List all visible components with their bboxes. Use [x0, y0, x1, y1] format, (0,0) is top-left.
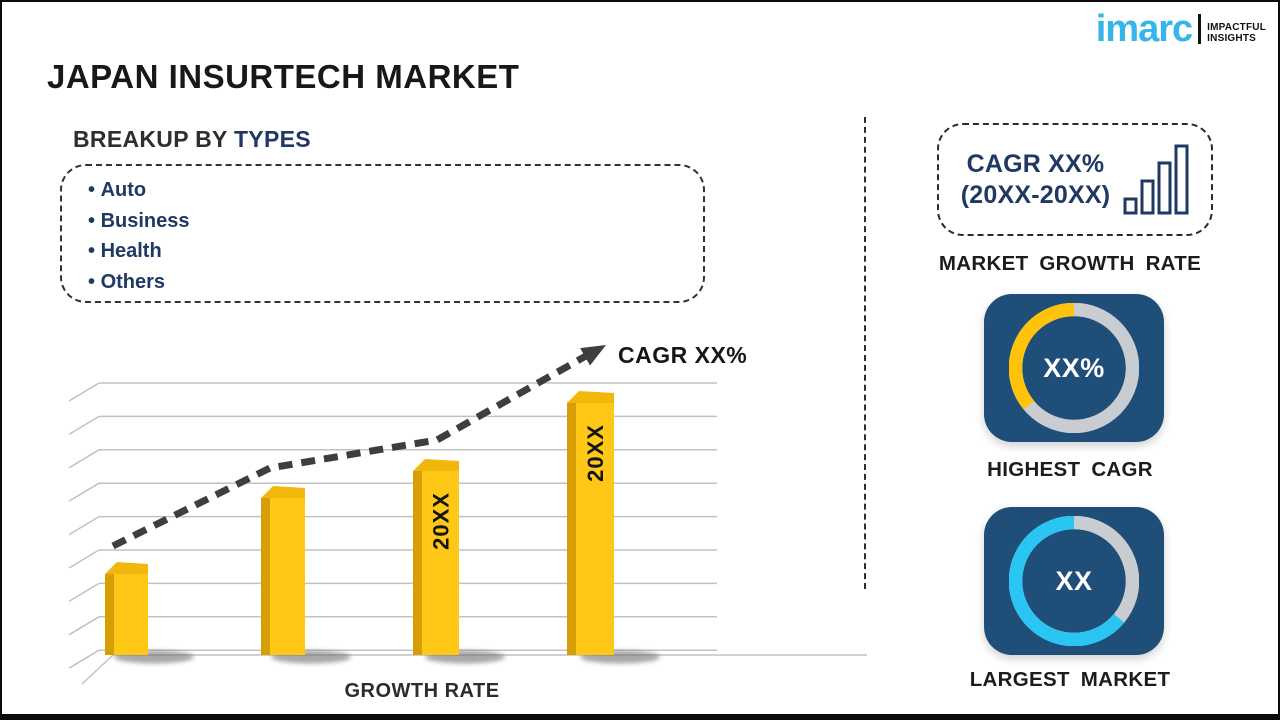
- bar-top-face: [567, 391, 614, 403]
- bar-chart-icon: [1123, 144, 1189, 215]
- chart-x-label: GROWTH RATE: [344, 680, 499, 702]
- bar-side-face: [413, 471, 422, 655]
- bar-side-face: [567, 403, 576, 655]
- cagr-box-text: CAGR XX% (20XX-20XX): [960, 149, 1111, 209]
- bar-top-face: [261, 486, 305, 498]
- highest-cagr-tile: XX%: [984, 294, 1164, 442]
- bar-year-label: 20XX: [429, 492, 454, 550]
- bar-front-face: [422, 471, 459, 655]
- bar-year-label: 20XX: [583, 424, 608, 482]
- breakup-heading-highlight: TYPES: [233, 126, 311, 152]
- donut-chart-yellow: [1009, 303, 1139, 433]
- highest-cagr-value: XX%: [1043, 352, 1105, 383]
- largest-market-value: XX: [1055, 565, 1093, 596]
- largest-market-tile: XX: [984, 507, 1164, 655]
- bar-top-face: [105, 562, 148, 574]
- largest-market-label: LARGEST MARKET: [969, 668, 1171, 691]
- list-item: Health: [88, 236, 703, 267]
- cagr-annotation: CAGR XX%: [618, 342, 747, 368]
- list-item: Others: [88, 267, 703, 298]
- imarc-wordmark: imarc: [1095, 8, 1193, 50]
- types-list: AutoBusinessHealthOthers: [62, 166, 703, 297]
- market-growth-rate-label: MARKET GROWTH RATE: [938, 252, 1202, 275]
- logo-divider: [1198, 14, 1202, 44]
- logo-tagline: IMPACTFUL INSIGHTS: [1207, 22, 1266, 44]
- bar-front-face: [270, 498, 305, 655]
- bar-front-face: [114, 574, 148, 655]
- largest-market-donut: XX: [1009, 516, 1139, 646]
- page-title: JAPAN INSURTECH MARKET: [47, 58, 520, 95]
- highest-cagr-donut: XX%: [1009, 303, 1139, 433]
- bar-top-face: [413, 459, 459, 471]
- bar-front-face: [576, 403, 614, 655]
- cagr-box: CAGR XX% (20XX-20XX): [937, 123, 1213, 236]
- growth-rate-bar-chart: 20XX 20XX CAGR XX% GROWTH RATE: [60, 335, 880, 715]
- highest-cagr-label: HIGHEST CAGR: [987, 458, 1153, 481]
- bars: 20XX 20XX: [105, 391, 660, 664]
- bar-side-face: [261, 498, 270, 655]
- imarc-logo: imarc IMPACTFUL INSIGHTS: [1095, 8, 1266, 50]
- bar-side-face: [105, 574, 114, 655]
- donut-chart-cyan: [1009, 516, 1139, 646]
- trend-arrowhead: [580, 345, 606, 366]
- list-item: Business: [88, 206, 703, 237]
- list-item: Auto: [88, 175, 703, 206]
- types-list-box: AutoBusinessHealthOthers: [60, 164, 705, 303]
- trend-line: [111, 345, 606, 550]
- section-divider: [864, 117, 866, 589]
- gridlines: [68, 382, 867, 685]
- breakup-heading: BREAKUP BY TYPES: [73, 126, 311, 152]
